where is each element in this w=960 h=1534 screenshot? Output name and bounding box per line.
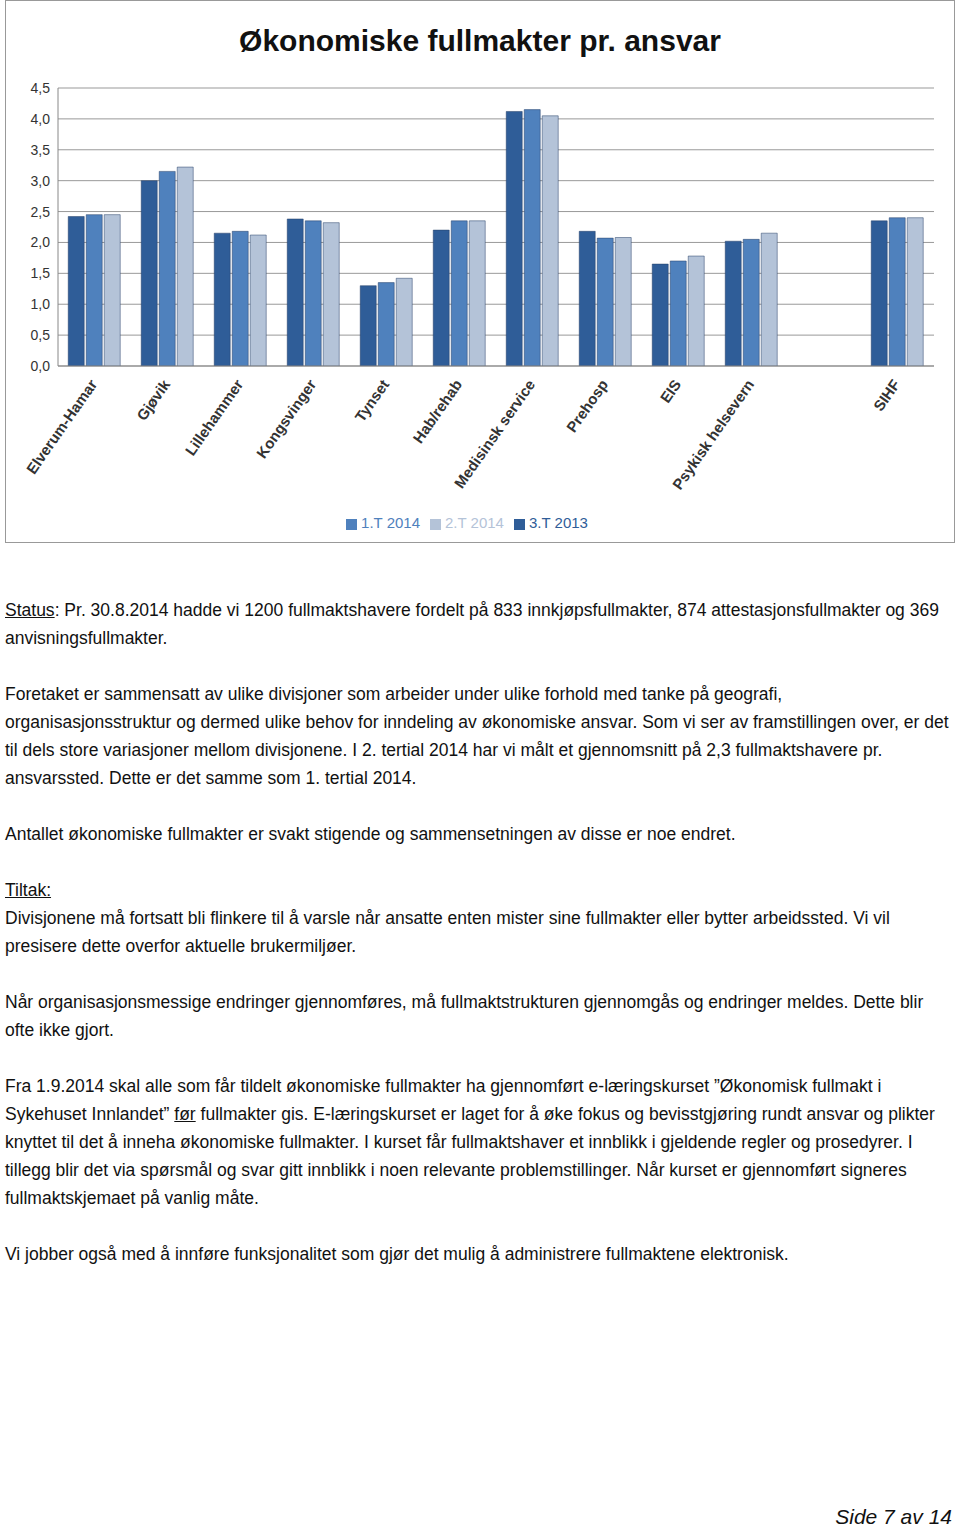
html-text:Divisjonene må fortsatt bli fl: Divisjonene må fortsatt bli flinkere til… bbox=[5, 908, 890, 956]
svg-text:EIS: EIS bbox=[656, 376, 684, 406]
html-text:Status: Pr. 30.8.2014 hadde vi: Status: Pr. 30.8.2014 hadde vi 1200 full… bbox=[5, 600, 939, 648]
svg-text:Prehosp: Prehosp bbox=[563, 376, 611, 435]
svg-text:0,5: 0,5 bbox=[31, 327, 51, 343]
html-text:Foretaket er sammensatt av uli: Foretaket er sammensatt av ulike divisjo… bbox=[5, 684, 949, 788]
svg-text:Tynset: Tynset bbox=[351, 376, 392, 424]
html-text:Når organisasjonsmessige endri: Når organisasjonsmessige endringer gjenn… bbox=[5, 992, 924, 1040]
svg-text:Elverum-Hamar: Elverum-Hamar bbox=[23, 376, 101, 477]
svg-text:Lillehammer: Lillehammer bbox=[182, 376, 247, 458]
html-text:Vi jobber også med å innføre f: Vi jobber også med å innføre funksjonali… bbox=[5, 1244, 789, 1264]
svg-text:1,0: 1,0 bbox=[31, 296, 51, 312]
html-text:2.T 2014: 2.T 2014 bbox=[445, 514, 504, 531]
html-text:Økonomiske fullmakter pr. ansv: Økonomiske fullmakter pr. ansvar bbox=[239, 24, 721, 57]
svg-text:0,0: 0,0 bbox=[31, 358, 51, 374]
svg-text:4,5: 4,5 bbox=[31, 80, 51, 96]
svg-text:1,5: 1,5 bbox=[31, 265, 51, 281]
svg-text:Medisinsk service: Medisinsk service bbox=[451, 376, 539, 491]
html-text:1.T 2014: 1.T 2014 bbox=[361, 514, 420, 531]
html-text:Tiltak:: Tiltak: bbox=[5, 880, 51, 900]
svg-text:SIHF: SIHF bbox=[870, 376, 904, 414]
html-text:Fra 1.9.2014 skal alle som får: Fra 1.9.2014 skal alle som får tildelt ø… bbox=[5, 1076, 935, 1208]
svg-text:2,5: 2,5 bbox=[31, 204, 51, 220]
svg-text:4,0: 4,0 bbox=[31, 111, 51, 127]
svg-text:3,0: 3,0 bbox=[31, 173, 51, 189]
html-text:Side 7 av 14: Side 7 av 14 bbox=[835, 1505, 952, 1528]
html-text:Antallet økonomiske fullmakter: Antallet økonomiske fullmakter er svakt … bbox=[5, 824, 736, 844]
svg-text:Gjøvik: Gjøvik bbox=[133, 376, 174, 424]
svg-text:3,5: 3,5 bbox=[31, 142, 51, 158]
svg-text:Kongsvinger: Kongsvinger bbox=[253, 376, 320, 461]
html-text:3.T 2013: 3.T 2013 bbox=[529, 514, 588, 531]
svg-text:Hab/rehab: Hab/rehab bbox=[409, 376, 465, 446]
svg-text:2,0: 2,0 bbox=[31, 234, 51, 250]
svg-text:Psykisk helsevern: Psykisk helsevern bbox=[669, 376, 758, 492]
